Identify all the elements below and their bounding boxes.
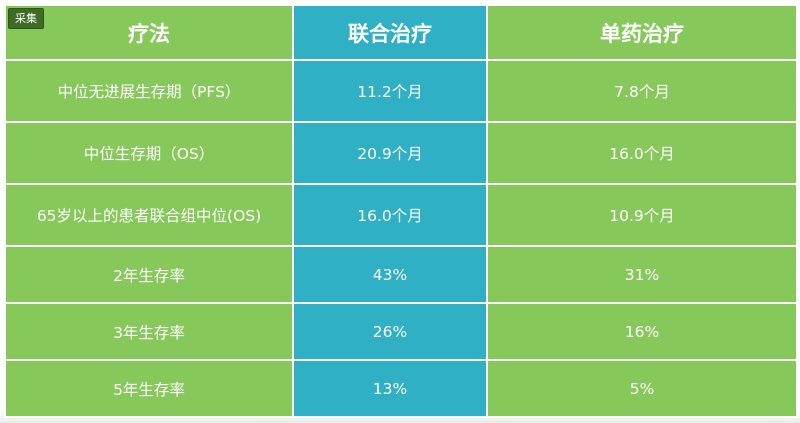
table-row: 5年生存率 13% 5% [4, 359, 798, 418]
combo-value: 20.9个月 [292, 121, 488, 185]
row-label: 65岁以上的患者联合组中位(OS) [4, 183, 294, 247]
mono-value: 16.0个月 [486, 121, 798, 185]
combo-value: 11.2个月 [292, 59, 488, 123]
table-row: 中位生存期（OS） 20.9个月 16.0个月 [4, 121, 798, 185]
row-label: 中位生存期（OS） [4, 121, 294, 185]
row-label: 5年生存率 [4, 359, 294, 418]
mono-value: 16% [486, 302, 798, 361]
table-header-row: 疗法 联合治疗 单药治疗 [4, 4, 798, 61]
header-therapy: 疗法 [4, 4, 294, 61]
mono-value: 7.8个月 [486, 59, 798, 123]
header-combination-therapy: 联合治疗 [292, 4, 488, 61]
combo-value: 16.0个月 [292, 183, 488, 247]
collect-badge-button[interactable]: 采集 [8, 8, 44, 29]
row-label: 3年生存率 [4, 302, 294, 361]
table-row: 2年生存率 43% 31% [4, 245, 798, 304]
header-monotherapy: 单药治疗 [486, 4, 798, 61]
combo-value: 26% [292, 302, 488, 361]
mono-value: 5% [486, 359, 798, 418]
table-row: 3年生存率 26% 16% [4, 302, 798, 361]
combo-value: 13% [292, 359, 488, 418]
table-row: 65岁以上的患者联合组中位(OS) 16.0个月 10.9个月 [4, 183, 798, 247]
mono-value: 10.9个月 [486, 183, 798, 247]
comparison-table: 疗法 联合治疗 单药治疗 中位无进展生存期（PFS） 11.2个月 7.8个月 … [4, 4, 798, 418]
row-label: 中位无进展生存期（PFS） [4, 59, 294, 123]
row-label: 2年生存率 [4, 245, 294, 304]
table-row: 中位无进展生存期（PFS） 11.2个月 7.8个月 [4, 59, 798, 123]
combo-value: 43% [292, 245, 488, 304]
mono-value: 31% [486, 245, 798, 304]
